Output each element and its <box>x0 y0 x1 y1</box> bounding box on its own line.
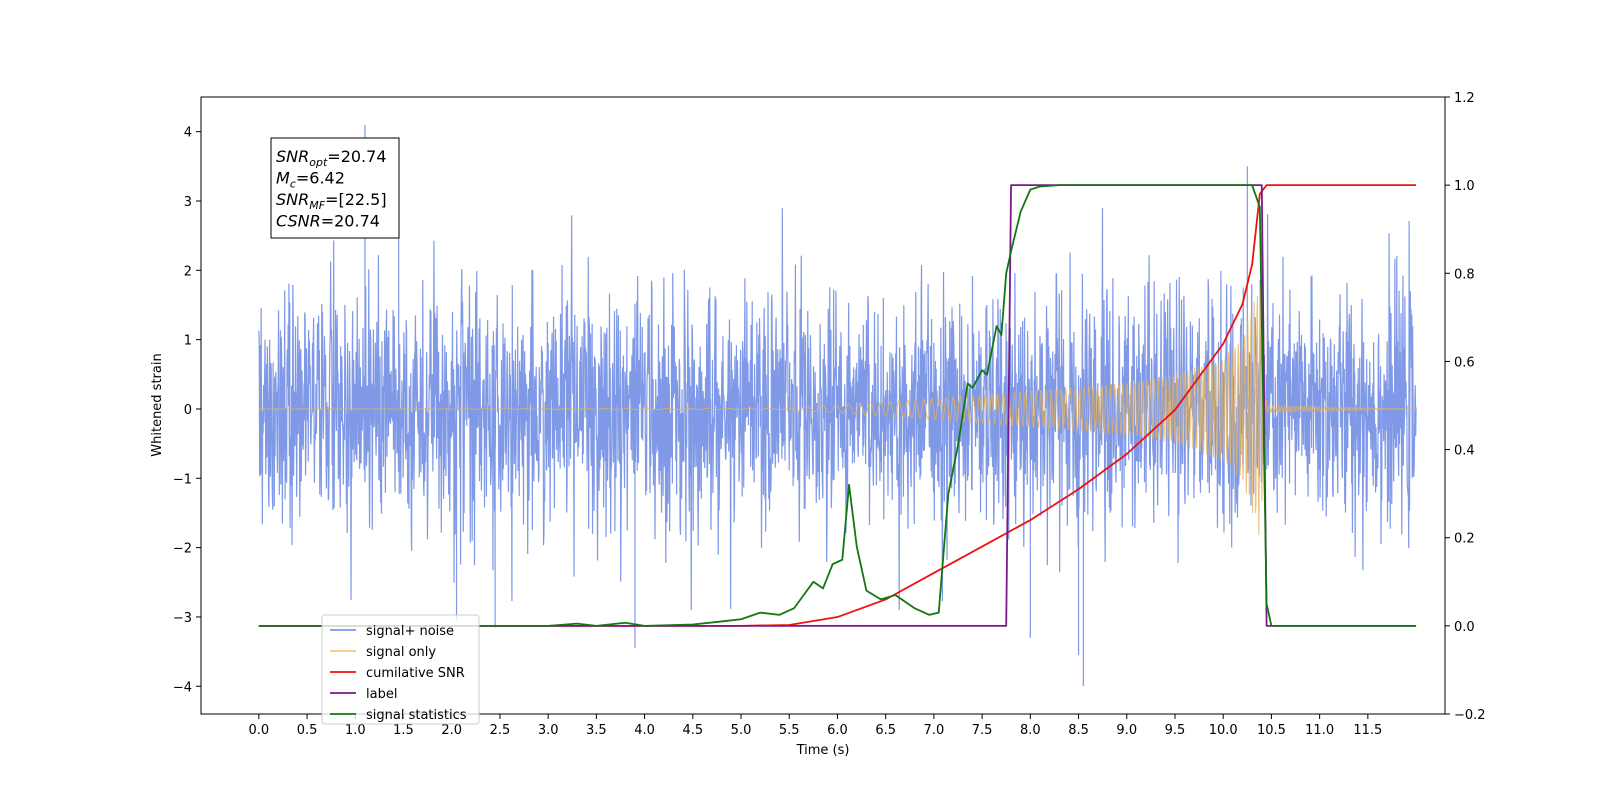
x-tick-label: 7.5 <box>972 723 993 738</box>
x-tick-label: 6.5 <box>875 723 896 738</box>
y-tick-label: −1 <box>173 472 192 487</box>
x-tick-label: 2.0 <box>441 723 462 738</box>
y-axis-right: −0.2 0.0 0.2 0.4 0.6 0.8 1.0 1.2 <box>1445 91 1486 723</box>
info-symbol: SNR <box>276 147 309 166</box>
x-tick-label: 3.0 <box>538 723 559 738</box>
y2-tick-label: 1.0 <box>1454 179 1475 194</box>
y2-tick-label: −0.2 <box>1454 708 1486 723</box>
x-tick-label: 10.0 <box>1209 723 1238 738</box>
legend-label: signal only <box>366 645 436 660</box>
y2-tick-label: 1.2 <box>1454 91 1475 106</box>
x-tick-label: 1.0 <box>345 723 366 738</box>
info-symbol: SNR <box>276 190 309 209</box>
info-subscript: opt <box>309 156 328 169</box>
x-tick-label: 9.5 <box>1165 723 1186 738</box>
info-symbol: M <box>276 169 290 188</box>
info-box-frame <box>270 137 400 239</box>
info-symbol: CSNR <box>276 212 321 231</box>
x-tick-label: 3.5 <box>586 723 607 738</box>
info-box-line: SNRMF=[22.5] <box>276 190 387 212</box>
legend-label: cumilative SNR <box>366 666 465 681</box>
y-tick-label: −4 <box>173 680 192 695</box>
info-value: =20.74 <box>327 147 386 166</box>
x-tick-label: 5.5 <box>779 723 800 738</box>
x-tick-label: 4.5 <box>682 723 703 738</box>
legend-label: signal statistics <box>366 708 467 723</box>
legend-label: label <box>366 687 397 702</box>
x-tick-label: 10.5 <box>1257 723 1286 738</box>
x-tick-label: 5.0 <box>731 723 752 738</box>
series-signal-only-line <box>258 286 1417 535</box>
x-axis-title: Time (s) <box>796 743 850 758</box>
y-axis-title: Whitened strain <box>150 353 165 456</box>
x-tick-label: 0.0 <box>249 723 270 738</box>
y2-tick-label: 0.4 <box>1454 444 1475 459</box>
info-box: SNRopt=20.74Mc=6.42SNRMF=[22.5]CSNR=20.7… <box>270 137 400 239</box>
info-box-line: SNRopt=20.74 <box>276 147 387 169</box>
y2-tick-label: 0.0 <box>1454 620 1475 635</box>
x-tick-label: 1.5 <box>393 723 414 738</box>
info-box-line: CSNR=20.74 <box>276 212 380 231</box>
x-tick-label: 0.5 <box>297 723 318 738</box>
y-axis-left: −4 −3 −2 −1 0 1 2 3 4 <box>173 126 201 695</box>
info-subscript: c <box>290 178 296 191</box>
series-cumilative-snr-line <box>258 184 1417 627</box>
plot-frame <box>200 96 1446 715</box>
y-tick-label: 1 <box>184 334 192 349</box>
info-value: =6.42 <box>296 169 345 188</box>
legend: signal+ noise signal only cumilative SNR la… <box>321 614 480 725</box>
x-tick-label: 8.5 <box>1068 723 1089 738</box>
legend-frame <box>321 614 480 725</box>
y2-tick-label: 0.8 <box>1454 267 1475 282</box>
x-tick-label: 11.0 <box>1305 723 1334 738</box>
legend-label: signal+ noise <box>366 624 454 639</box>
x-tick-label: 8.0 <box>1020 723 1041 738</box>
x-tick-label: 7.0 <box>924 723 945 738</box>
series-layer <box>258 124 1417 687</box>
x-tick-label: 9.0 <box>1116 723 1137 738</box>
y-tick-label: 3 <box>184 195 192 210</box>
series-signal-statistics-line <box>258 184 1417 627</box>
y-tick-label: −3 <box>173 611 192 626</box>
y-tick-label: 2 <box>184 264 192 279</box>
y2-tick-label: 0.2 <box>1454 532 1475 547</box>
y-tick-label: −2 <box>173 542 192 557</box>
info-value: =20.74 <box>321 212 380 231</box>
info-value: =[22.5] <box>325 190 387 209</box>
x-tick-label: 4.0 <box>634 723 655 738</box>
info-subscript: MF <box>309 199 325 212</box>
y-tick-label: 0 <box>184 403 192 418</box>
info-box-line: Mc=6.42 <box>276 169 345 191</box>
y-tick-label: 4 <box>184 126 192 141</box>
x-tick-label: 6.0 <box>827 723 848 738</box>
y2-tick-label: 0.6 <box>1454 355 1475 370</box>
x-tick-label: 11.5 <box>1353 723 1382 738</box>
x-axis: 0.0 0.5 1.0 1.5 2.0 2.5 3.0 3.5 4.0 4.5 5.0 5.5 6.0 6… <box>249 714 1382 738</box>
x-tick-label: 2.5 <box>490 723 511 738</box>
